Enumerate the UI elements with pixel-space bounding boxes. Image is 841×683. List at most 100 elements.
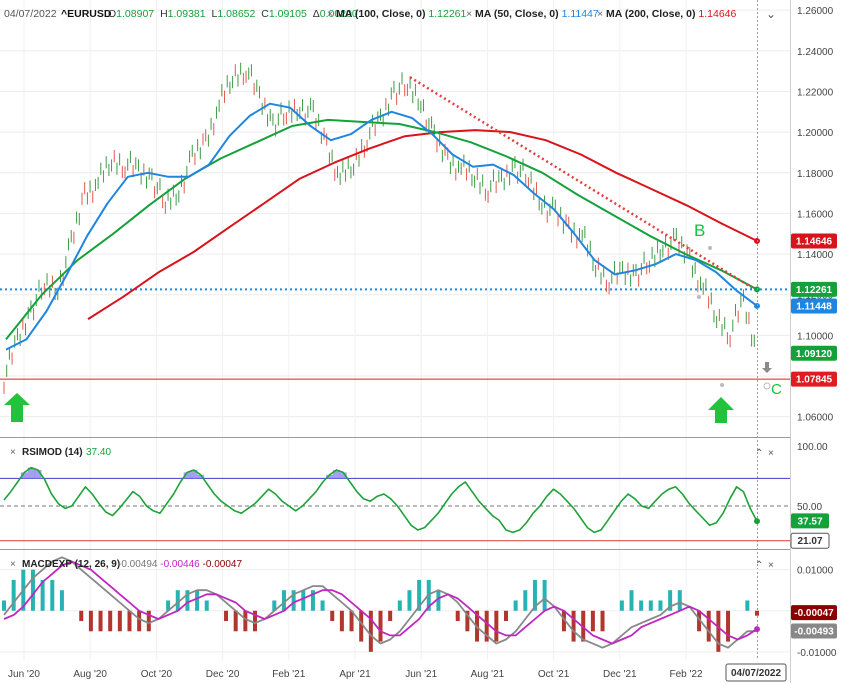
up-arrow-icon (4, 393, 30, 422)
price-tick-label: 1.14000 (797, 250, 834, 261)
macd-histogram-bar (494, 610, 499, 642)
time-tick-label: Jun '21 (405, 669, 437, 680)
macd-panel: 0.010000.00000-0.01000-0.00047-0.00493 (0, 556, 837, 659)
macd-histogram-bar (619, 600, 624, 611)
time-tick-label: Feb '21 (272, 669, 305, 680)
macd-histogram-bar (166, 600, 171, 611)
macd-histogram-bar (629, 590, 634, 611)
macd-histogram-bar (310, 590, 315, 611)
up-arrow-icon (708, 397, 734, 423)
macd-histogram-bar (745, 600, 750, 611)
macd-histogram-bar (677, 590, 682, 611)
macd-histogram-bar (137, 610, 142, 632)
chevron-up-icon[interactable]: ⌃ (755, 448, 763, 459)
price-tick-label: 1.16000 (797, 209, 834, 220)
macd-histogram-bar (146, 610, 151, 632)
rsi-end-dot (754, 518, 760, 525)
macd-histogram-bar (281, 590, 286, 611)
time-axis: Jun '20 Aug '20 Oct '20 Dec '20 Feb '21 Apr '… (8, 669, 703, 680)
legend-ohlc: O1.08907 H1.09381 L1.08652 C1.09105 Δ0.0… (108, 8, 358, 20)
macd-histogram-bar (330, 610, 335, 622)
macd-histogram-bar (561, 610, 566, 632)
price-tag-box (791, 298, 837, 314)
macd-histogram-bar (668, 590, 673, 611)
price-series (3, 62, 760, 394)
macd-values: -0.00494 -0.00446 -0.00047 (118, 559, 242, 570)
macd-histogram-bar (706, 610, 711, 642)
price-tag-label: 1.09120 (796, 349, 833, 360)
time-tick-label: Dec '21 (603, 669, 637, 680)
rsi-overbought-fill (190, 470, 198, 479)
macd-histogram-bar (697, 610, 702, 632)
ma200-line (87, 129, 758, 320)
close-icon[interactable]: × (327, 8, 333, 20)
macd-histogram-bar (436, 590, 441, 611)
time-tick-label: Jun '20 (8, 669, 40, 680)
macd-histogram-bar (590, 610, 595, 632)
price-legend: 04/07/2022 ^EURUSD O1.08907 H1.09381 L1.… (4, 7, 776, 21)
close-icon[interactable]: × (466, 8, 472, 20)
price-tick-label: 1.18000 (797, 169, 834, 180)
crosshair-date-tag: 04/07/2022 (725, 663, 787, 682)
macd-histogram-bar (320, 600, 325, 611)
close-icon[interactable]: × (10, 559, 16, 570)
rsi-overbought-fill (339, 472, 347, 479)
svg-text:04/07/2022: 04/07/2022 (731, 668, 781, 679)
close-icon[interactable]: × (768, 560, 774, 571)
chevron-up-icon[interactable]: ⌃ (755, 560, 763, 571)
macd-histogram-bar (175, 590, 180, 611)
rsi-tag-label: 37.57 (797, 516, 822, 527)
chevron-down-icon[interactable]: ⌄ (766, 7, 776, 21)
macd-tag-label: -0.00047 (794, 608, 834, 619)
macd-histogram-bar (658, 600, 663, 611)
rsi-title: RSIMOD (14) (22, 447, 83, 458)
macd-histogram-bar (272, 600, 277, 611)
rsi-tick-label: 100.00 (797, 442, 828, 453)
macd-tag-box (791, 605, 837, 621)
price-tag-label: 1.12261 (796, 285, 833, 296)
rsi-tag-box (790, 532, 830, 549)
macd-histogram-bar (388, 610, 393, 622)
macd-histogram-bar (224, 610, 229, 622)
macd-histogram-bar (571, 610, 576, 642)
macd-histogram-bar (59, 590, 64, 611)
legend-ma50: MA (50, Close, 0) 1.11447 (475, 8, 599, 20)
rsi-overbought-fill (326, 474, 334, 479)
macd-histogram-bar (204, 600, 209, 611)
macd-title: MACDEXP (12, 26, 9) (22, 559, 120, 570)
price-tick-label: 1.24000 (797, 47, 834, 58)
price-levels (0, 288, 790, 380)
legend-date: 04/07/2022 (4, 8, 57, 20)
rsi-overbought-fill (34, 470, 42, 479)
macd-histogram-bar (349, 610, 354, 632)
close-icon[interactable]: × (597, 8, 603, 20)
close-icon[interactable]: × (768, 448, 774, 459)
rsi-overbought-fill (20, 472, 28, 479)
macd-histogram-bar (253, 610, 257, 632)
close-icon[interactable]: × (10, 447, 16, 458)
rsi-tick-label: 50.00 (797, 502, 822, 513)
legend-symbol: ^EURUSD (61, 8, 112, 20)
rsi-overbought-fill (183, 472, 191, 479)
macd-histogram-bar (716, 610, 721, 652)
macd-histogram-bar (108, 610, 113, 632)
macd-histogram-bar (30, 569, 35, 611)
ma100-line (5, 118, 758, 341)
macd-histogram-bar (417, 579, 422, 611)
macd-histogram-bar (243, 610, 248, 632)
macd-histogram-bar (455, 610, 460, 622)
time-tick-label: Apr '21 (339, 669, 371, 680)
macd-histogram-bar (98, 610, 103, 632)
price-tag-box (791, 281, 837, 297)
macd-histogram-bar (504, 610, 508, 622)
macd-histogram-bar (40, 579, 45, 611)
macd-histogram-bar (195, 590, 200, 611)
legend-ma100: MA (100, Close, 0) 1.12261 (336, 8, 467, 20)
time-tick-label: Feb '22 (669, 669, 702, 680)
annotation-b: B (694, 221, 705, 240)
marker-dot (763, 382, 771, 390)
macd-histogram-bar (185, 590, 190, 611)
macd-histogram-bar (117, 610, 122, 632)
macd-histogram-bar (639, 600, 644, 611)
